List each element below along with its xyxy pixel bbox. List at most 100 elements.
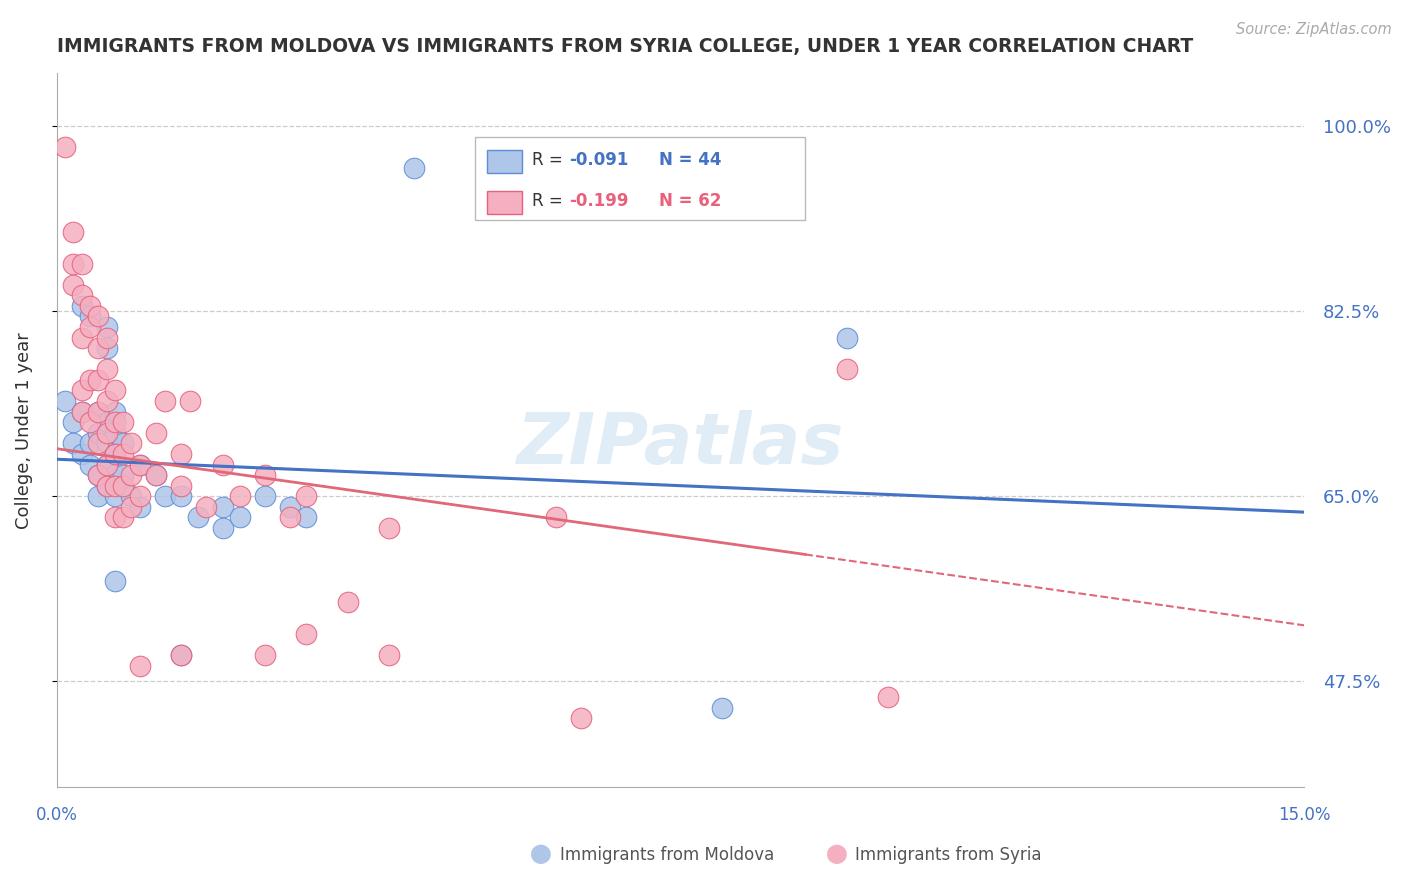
- Point: [104, 510, 127, 524]
- Point: [253, 468, 276, 483]
- Point: [835, 362, 858, 376]
- FancyBboxPatch shape: [486, 192, 522, 214]
- Text: N = 44: N = 44: [659, 152, 721, 169]
- Point: [104, 447, 127, 461]
- Point: [79, 436, 101, 450]
- Point: [62, 277, 84, 292]
- Point: [62, 256, 84, 270]
- Point: [96, 478, 118, 492]
- Point: [212, 500, 235, 514]
- Text: ⬤: ⬤: [530, 845, 553, 864]
- Point: [62, 225, 84, 239]
- Point: [170, 648, 193, 662]
- Text: N = 62: N = 62: [659, 193, 721, 211]
- Point: [121, 500, 143, 514]
- Point: [70, 299, 93, 313]
- Point: [70, 404, 93, 418]
- Point: [96, 458, 118, 472]
- FancyBboxPatch shape: [475, 137, 806, 219]
- Point: [195, 500, 218, 514]
- Point: [96, 341, 118, 355]
- Point: [153, 489, 176, 503]
- Point: [96, 425, 118, 440]
- Point: [87, 404, 110, 418]
- Point: [170, 489, 193, 503]
- Point: [96, 458, 118, 472]
- Point: [87, 436, 110, 450]
- Point: [79, 415, 101, 429]
- Point: [104, 425, 127, 440]
- Point: [121, 489, 143, 503]
- Point: [79, 299, 101, 313]
- Point: [70, 288, 93, 302]
- Point: [96, 436, 118, 450]
- Point: [87, 489, 110, 503]
- Point: [877, 690, 900, 705]
- Point: [112, 447, 135, 461]
- Point: [87, 468, 110, 483]
- Point: [170, 447, 193, 461]
- Point: [278, 510, 301, 524]
- Point: [70, 404, 93, 418]
- Point: [104, 384, 127, 398]
- Text: R =: R =: [531, 152, 568, 169]
- Point: [153, 394, 176, 409]
- Point: [378, 648, 401, 662]
- Point: [212, 521, 235, 535]
- Point: [70, 447, 93, 461]
- Point: [404, 161, 426, 176]
- Point: [96, 478, 118, 492]
- Point: [104, 489, 127, 503]
- Point: [179, 394, 201, 409]
- Point: [228, 489, 250, 503]
- Point: [96, 415, 118, 429]
- Point: [112, 436, 135, 450]
- Point: [253, 648, 276, 662]
- Point: [79, 373, 101, 387]
- Point: [378, 521, 401, 535]
- Point: [128, 658, 150, 673]
- Text: 15.0%: 15.0%: [1278, 806, 1330, 824]
- Point: [53, 140, 76, 154]
- Y-axis label: College, Under 1 year: College, Under 1 year: [15, 332, 32, 529]
- Point: [70, 256, 93, 270]
- Point: [96, 330, 118, 344]
- Point: [70, 330, 93, 344]
- Text: R =: R =: [531, 193, 568, 211]
- Point: [87, 310, 110, 324]
- Text: ⬤: ⬤: [825, 845, 848, 864]
- Point: [96, 394, 118, 409]
- Text: ZIPatlas: ZIPatlas: [517, 410, 844, 479]
- Point: [70, 384, 93, 398]
- Point: [104, 447, 127, 461]
- Point: [104, 468, 127, 483]
- Point: [79, 310, 101, 324]
- Point: [104, 574, 127, 588]
- Point: [62, 436, 84, 450]
- Point: [253, 489, 276, 503]
- Point: [187, 510, 209, 524]
- Point: [145, 425, 167, 440]
- Point: [87, 373, 110, 387]
- Point: [79, 320, 101, 334]
- Point: [128, 500, 150, 514]
- Point: [87, 468, 110, 483]
- Point: [53, 394, 76, 409]
- Point: [87, 341, 110, 355]
- Point: [62, 415, 84, 429]
- Point: [112, 468, 135, 483]
- Text: Source: ZipAtlas.com: Source: ZipAtlas.com: [1236, 22, 1392, 37]
- Point: [112, 510, 135, 524]
- Point: [104, 478, 127, 492]
- Point: [228, 510, 250, 524]
- Point: [544, 510, 567, 524]
- Point: [170, 648, 193, 662]
- Point: [104, 404, 127, 418]
- Point: [128, 489, 150, 503]
- Point: [79, 458, 101, 472]
- Point: [96, 362, 118, 376]
- Point: [128, 458, 150, 472]
- Point: [121, 436, 143, 450]
- Point: [711, 701, 734, 715]
- Point: [835, 330, 858, 344]
